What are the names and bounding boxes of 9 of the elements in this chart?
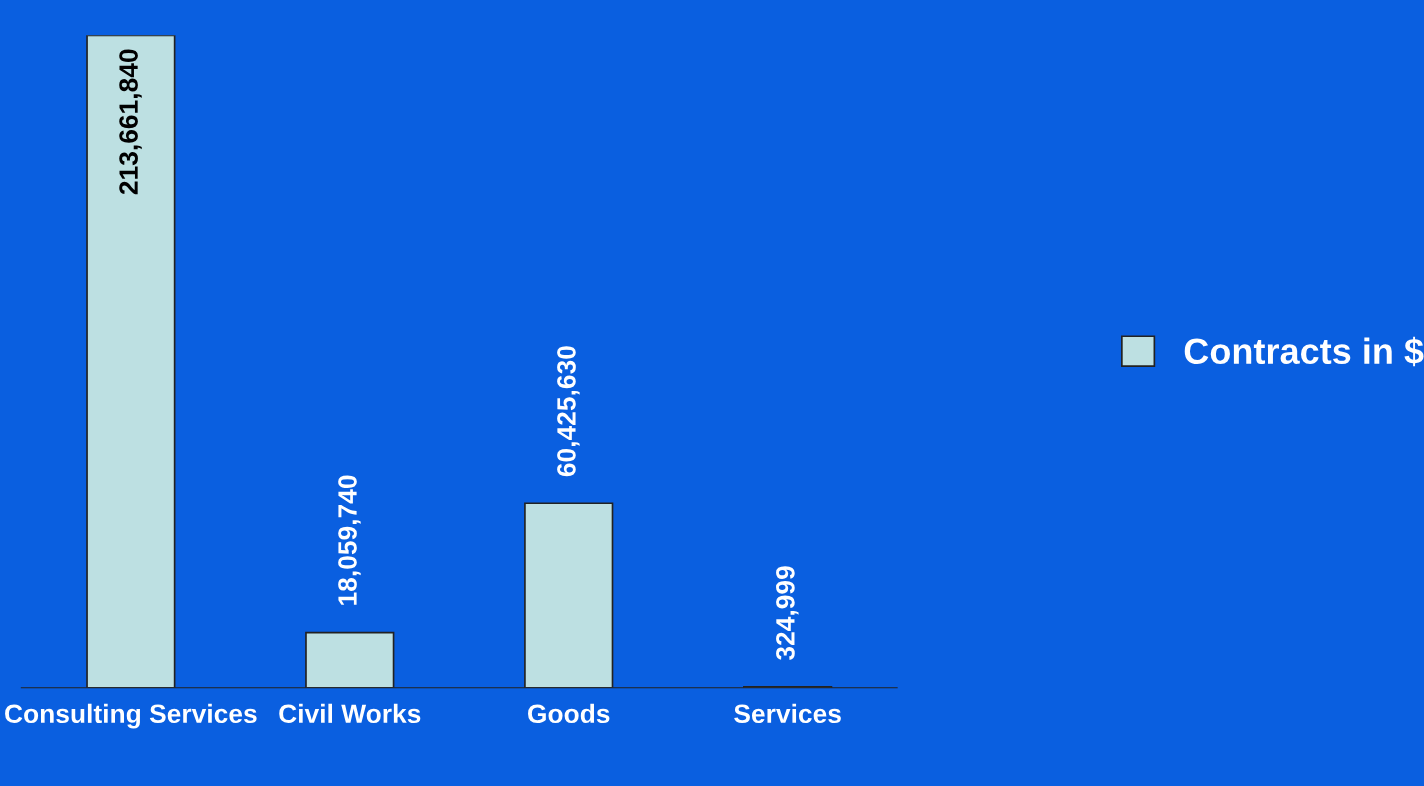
x-tick-label: Services: [734, 703, 841, 724]
x-tick-label: Civil Works: [279, 703, 421, 724]
data-label: 18,059,740: [338, 475, 361, 605]
legend-label: Contracts in $: [1184, 336, 1424, 367]
data-label: 213,661,840: [119, 49, 142, 195]
data-label: 60,425,630: [557, 346, 580, 477]
data-label: 324,999: [776, 566, 799, 661]
x-tick-label: Consulting Services: [5, 703, 257, 729]
x-tick-label: Goods: [528, 703, 610, 724]
